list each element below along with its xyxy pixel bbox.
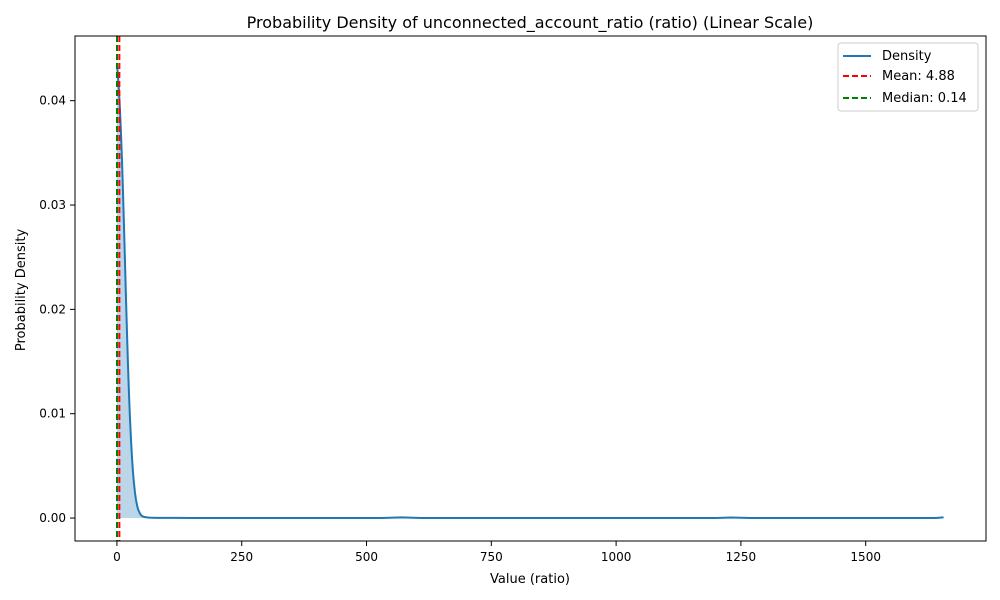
x-tick-label: 0	[113, 550, 121, 564]
chart-title: Probability Density of unconnected_accou…	[247, 13, 814, 33]
x-axis-label: Value (ratio)	[490, 572, 570, 587]
plot-area	[75, 36, 986, 541]
density-line	[115, 64, 944, 520]
legend-median-label: Median: 0.14	[882, 91, 967, 106]
y-tick-label: 0.03	[39, 198, 66, 212]
legend-density-label: Density	[882, 49, 932, 64]
x-tick-label: 1500	[850, 550, 881, 564]
y-tick-label: 0.00	[39, 511, 66, 525]
y-tick-label: 0.04	[39, 94, 66, 108]
y-axis-label: Probability Density	[14, 229, 29, 352]
legend-mean-label: Mean: 4.88	[882, 69, 955, 84]
x-tick-label: 250	[230, 550, 253, 564]
y-tick-label: 0.02	[39, 302, 66, 316]
x-tick-label: 1250	[726, 550, 757, 564]
legend: Density Mean: 4.88 Median: 0.14	[837, 42, 979, 112]
x-tick-label: 1000	[601, 550, 632, 564]
x-tick-label: 500	[355, 550, 378, 564]
legend-box	[837, 42, 979, 112]
x-tick-label: 750	[480, 550, 503, 564]
y-tick-label: 0.01	[39, 407, 66, 421]
plot-frame	[74, 35, 987, 542]
